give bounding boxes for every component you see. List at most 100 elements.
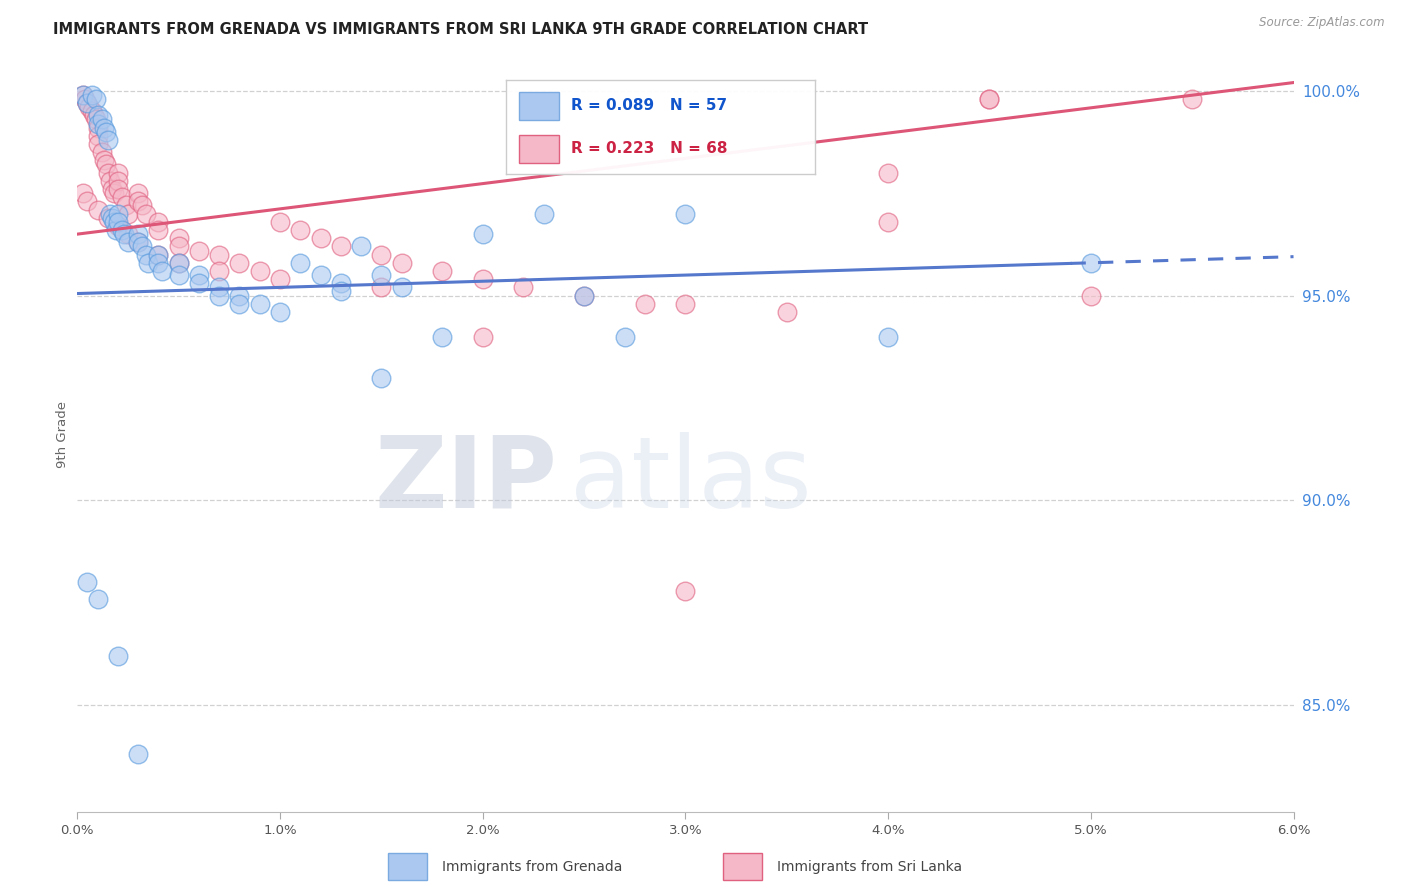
Point (208, 280, 231, 294)
Point (148, 215, 170, 229)
Point (877, 166, 900, 180)
Point (135, 247, 157, 261)
Point (101, 182, 124, 196)
Point (269, 305, 291, 319)
Point (107, 174, 129, 188)
Point (167, 231, 190, 245)
Point (370, 268, 392, 282)
Point (76, 96, 98, 111)
Point (86, 120, 108, 135)
Point (135, 207, 157, 221)
Point (104, 223, 127, 237)
Bar (388, 853, 427, 880)
Point (84, 92, 107, 106)
Point (1080, 256, 1102, 270)
Point (86, 128, 108, 143)
Point (86, 108, 108, 122)
Point (370, 370, 392, 384)
Point (72, 87, 94, 102)
Point (432, 329, 454, 343)
Point (675, 583, 697, 598)
Point (152, 264, 174, 278)
Point (167, 268, 190, 282)
Point (86, 591, 108, 606)
Point (572, 288, 595, 302)
Point (167, 256, 190, 270)
Point (290, 256, 312, 270)
Point (127, 186, 149, 201)
Point (634, 297, 657, 311)
Point (76, 575, 98, 590)
Text: R = 0.089   N = 57: R = 0.089 N = 57 (571, 98, 727, 113)
Point (98, 207, 121, 221)
Text: atlas: atlas (569, 432, 811, 529)
Point (75, 92, 97, 106)
Point (103, 186, 125, 201)
Point (208, 288, 231, 302)
Point (208, 264, 231, 278)
Point (329, 285, 352, 299)
Point (86, 136, 108, 151)
Point (228, 297, 250, 311)
Point (72, 87, 94, 102)
Point (370, 247, 392, 261)
Point (127, 235, 149, 250)
Bar (723, 853, 762, 880)
Point (675, 207, 697, 221)
Point (131, 198, 153, 212)
Point (76, 194, 98, 209)
Point (167, 256, 190, 270)
Point (391, 280, 413, 294)
Point (127, 747, 149, 762)
Point (471, 272, 494, 286)
Point (76, 96, 98, 111)
Point (533, 207, 555, 221)
Point (90, 112, 112, 127)
Point (97, 133, 120, 147)
Point (249, 264, 271, 278)
Point (432, 264, 454, 278)
Point (167, 239, 190, 253)
Point (148, 247, 170, 261)
Text: IMMIGRANTS FROM GRENADA VS IMMIGRANTS FROM SRI LANKA 9TH GRADE CORRELATION CHART: IMMIGRANTS FROM GRENADA VS IMMIGRANTS FR… (53, 22, 869, 37)
Point (391, 256, 413, 270)
Point (877, 329, 900, 343)
Point (188, 277, 211, 291)
Point (107, 648, 129, 663)
Point (80, 104, 103, 119)
Point (148, 223, 170, 237)
Point (127, 227, 149, 241)
Point (370, 280, 392, 294)
Point (877, 215, 900, 229)
Text: Immigrants from Grenada: Immigrants from Grenada (441, 860, 623, 874)
Point (127, 235, 149, 250)
Point (117, 227, 139, 241)
Point (107, 207, 129, 221)
Point (208, 247, 231, 261)
Bar (519, 135, 558, 162)
Point (103, 215, 125, 229)
Point (136, 256, 159, 270)
Point (471, 329, 494, 343)
Point (127, 194, 149, 209)
Point (80, 87, 103, 102)
Point (613, 329, 636, 343)
Point (148, 256, 170, 270)
Text: R = 0.223   N = 68: R = 0.223 N = 68 (571, 141, 728, 156)
Point (269, 272, 291, 286)
Point (117, 235, 139, 250)
Point (290, 223, 312, 237)
Point (93, 153, 115, 168)
Text: Source: ZipAtlas.com: Source: ZipAtlas.com (1260, 16, 1385, 29)
Point (111, 190, 134, 204)
Point (83, 108, 105, 122)
Text: ZIP: ZIP (375, 432, 558, 529)
Y-axis label: 9th Grade: 9th Grade (56, 401, 69, 468)
Point (148, 247, 170, 261)
Point (94, 157, 117, 171)
Point (309, 268, 332, 282)
Point (112, 227, 135, 241)
Point (572, 288, 595, 302)
Point (979, 92, 1001, 106)
Point (1080, 288, 1102, 302)
